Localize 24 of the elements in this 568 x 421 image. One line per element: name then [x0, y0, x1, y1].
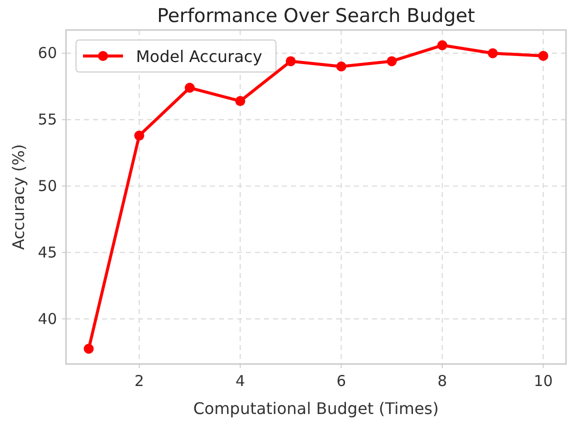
x-tick-label: 8: [437, 372, 448, 390]
point: [538, 50, 548, 61]
point: [386, 56, 397, 66]
x-tick-label: 2: [134, 372, 144, 390]
point: [488, 48, 498, 58]
x-tick-label: 10: [534, 372, 553, 390]
legend-label: Model Accuracy: [136, 47, 262, 66]
point: [84, 344, 94, 354]
point: [437, 40, 448, 50]
y-tick-label: 60: [38, 44, 57, 62]
y-tick-label: 55: [38, 110, 57, 129]
y-tick-label: 45: [38, 243, 57, 262]
x-axis-title: Computational Budget (Times): [193, 399, 439, 418]
point: [134, 130, 144, 141]
point: [184, 82, 195, 93]
x-tick-label: 4: [235, 372, 246, 390]
y-tick-label: 50: [38, 177, 57, 196]
x-tick-label: 6: [336, 372, 346, 390]
chart-title: Performance Over Search Budget: [157, 5, 475, 27]
point: [336, 62, 346, 72]
y-tick-label: 40: [38, 310, 57, 328]
point: [286, 56, 296, 66]
y-axis-title: Accuracy (%): [9, 144, 28, 250]
point: [235, 96, 246, 106]
